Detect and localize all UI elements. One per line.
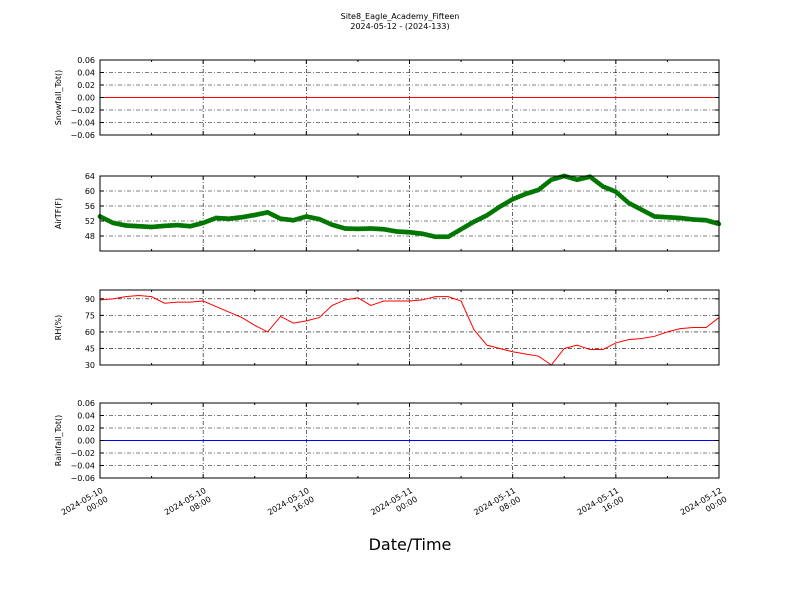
subplot-3: 30 45 60 75 90 RH(%) [54, 289, 720, 370]
series-markers [97, 173, 722, 240]
y-tick-label: 56 [85, 202, 95, 211]
y-tick-label: 60 [85, 328, 95, 337]
y-tick-label: 64 [85, 172, 95, 181]
y-tick-label: −0.02 [70, 106, 95, 115]
y-axis-label: Snowfall_Tot() [54, 70, 63, 126]
y-tick-label: 45 [85, 344, 95, 353]
y-tick-label: 0.06 [77, 399, 95, 408]
y-tick-label: −0.02 [70, 449, 95, 458]
y-tick-label: −0.06 [70, 131, 95, 140]
y-tick-label: 60 [85, 187, 95, 196]
y-tick-label: −0.06 [70, 474, 95, 483]
figure-title-line1: Site8_Eagle_Academy_Fifteen [341, 12, 460, 21]
y-tick-label: 30 [85, 361, 95, 370]
series-line [99, 295, 720, 366]
y-tick-label: 48 [85, 232, 95, 241]
subplot-panels: −0.06 −0.04 −0.02 0.00 0.02 0.04 0.06 Snowfall_… [54, 56, 722, 483]
y-tick-label: 90 [85, 295, 95, 304]
y-axis-label: Rainfall_Tot() [54, 415, 63, 467]
y-tick-label: 0.02 [77, 424, 95, 433]
subplot-1: −0.06 −0.04 −0.02 0.00 0.02 0.04 0.06 Snowfall_… [54, 56, 720, 140]
y-tick-label: 0.04 [77, 69, 95, 78]
y-tick-label: 75 [85, 311, 95, 320]
subplot-4: −0.06 −0.04 −0.02 0.00 0.02 0.04 0.06 Rainfall_… [54, 399, 720, 483]
y-tick-label: 0.00 [77, 437, 95, 446]
subplot-2: 48 52 56 60 64 AirTF(F) [54, 172, 722, 252]
y-tick-label: −0.04 [70, 462, 95, 471]
y-tick-label: −0.04 [70, 119, 95, 128]
y-tick-label: 0.00 [77, 94, 95, 103]
x-axis-label: Date/Time [369, 535, 452, 554]
y-tick-label: 52 [85, 217, 95, 226]
y-tick-label: 0.06 [77, 56, 95, 65]
y-tick-label: 0.04 [77, 412, 95, 421]
figure-title-line2: 2024-05-12 - (2024-133) [350, 22, 449, 31]
y-axis-label: RH(%) [54, 315, 63, 340]
y-tick-label: 0.02 [77, 81, 95, 90]
y-axis-label: AirTF(F) [54, 198, 63, 229]
